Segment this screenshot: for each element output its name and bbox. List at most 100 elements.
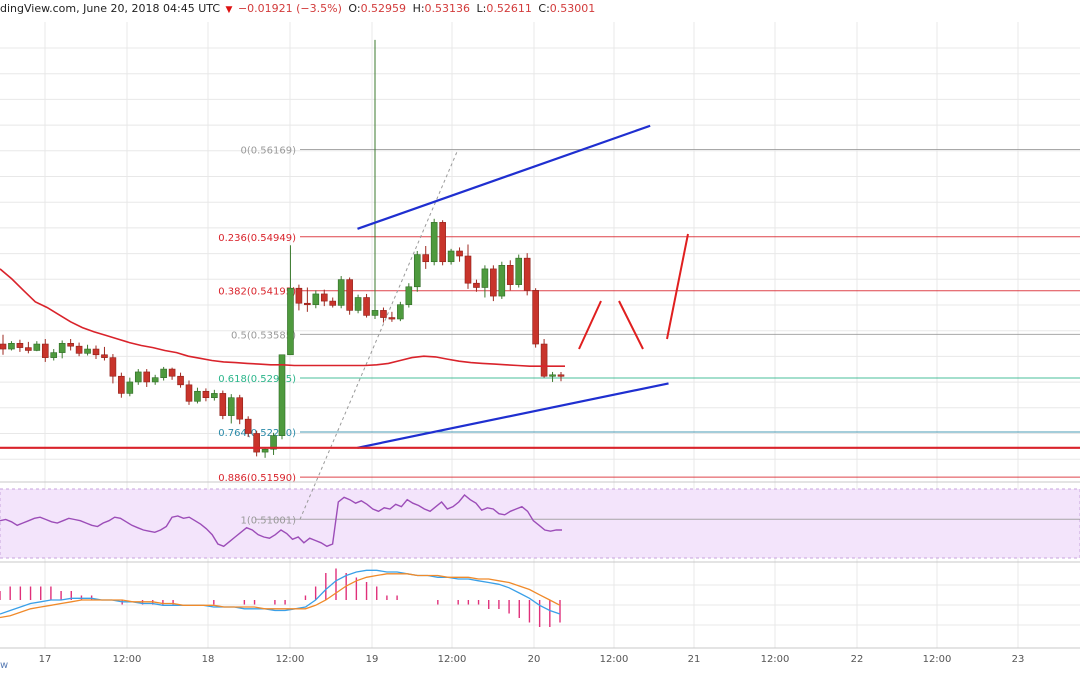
candle-body-38	[320, 293, 328, 302]
candle-63	[532, 288, 539, 348]
signal-line	[0, 573, 561, 619]
candle-33	[278, 354, 286, 440]
candle-body-17	[143, 371, 151, 383]
candle-46	[388, 311, 396, 322]
candle-body-55	[464, 255, 472, 284]
candle-2	[16, 339, 24, 352]
close-value: 0.53001	[549, 2, 596, 15]
candle-59	[498, 261, 506, 299]
candle-body-43	[363, 297, 370, 316]
change-value: −0.01921 (−3.5%)	[237, 2, 342, 15]
candle-17	[143, 369, 151, 387]
candle-39	[329, 297, 337, 308]
candle-body-13	[109, 357, 117, 377]
candle-body-16	[134, 371, 142, 383]
candle-body-54	[456, 250, 463, 257]
candle-body-45	[380, 310, 387, 318]
x-tick-5: 12:00	[438, 654, 467, 665]
candle-13	[109, 354, 117, 384]
candle-61	[515, 254, 523, 288]
candle-body-29	[244, 418, 252, 434]
candle-body-64	[540, 343, 548, 377]
candle-57	[481, 265, 489, 298]
candle-body-39	[329, 300, 337, 306]
x-tick-2: 18	[202, 654, 215, 665]
candle-body-44	[371, 310, 379, 316]
open-label: O:	[348, 2, 361, 15]
candle-29	[244, 416, 252, 438]
candle-28	[236, 394, 244, 425]
candle-body-22	[185, 384, 193, 402]
candle-body-32	[270, 435, 277, 450]
projected-path	[578, 233, 689, 350]
candle-24	[202, 388, 210, 402]
low-label: L:	[476, 2, 487, 15]
candle-7	[58, 340, 66, 359]
close-label: C:	[538, 2, 550, 15]
candle-body-42	[354, 297, 362, 311]
candle-3	[25, 341, 32, 354]
candle-64	[540, 339, 548, 378]
candle-body-34	[287, 287, 294, 356]
candle-body-27	[227, 397, 235, 416]
chart-header: dingView.com, June 20, 2018 04:45 UTC ▼ …	[0, 2, 598, 15]
candle-body-40	[337, 279, 345, 306]
candle-body-66	[557, 374, 565, 377]
candle-56	[473, 279, 480, 292]
candle-body-46	[388, 317, 396, 320]
candle-44	[371, 39, 379, 319]
candle-12	[101, 346, 108, 361]
candle-32	[270, 432, 277, 455]
candle-50	[422, 245, 430, 269]
candle-body-20	[168, 368, 176, 377]
candle-body-0	[0, 343, 7, 350]
candle-body-36	[304, 302, 311, 306]
candle-body-61	[515, 257, 523, 285]
rsi-band	[0, 488, 1080, 559]
candle-body-23	[194, 390, 201, 402]
channel-lower-line[interactable]	[357, 382, 669, 449]
x-tick-1: 12:00	[113, 654, 142, 665]
candle-60	[506, 260, 514, 291]
candle-11	[92, 345, 100, 360]
candle-30	[253, 430, 260, 457]
candle-21	[177, 372, 184, 388]
candle-1	[8, 341, 15, 351]
candle-35	[295, 284, 303, 311]
fib-label-7: 1(0.51001)	[240, 515, 296, 526]
channel-upper-line[interactable]	[357, 124, 651, 230]
candle-54	[456, 247, 463, 262]
candle-body-24	[202, 390, 210, 399]
candle-22	[185, 380, 193, 405]
candle-53	[447, 248, 455, 265]
candle-body-18	[151, 377, 159, 383]
candle-body-3	[25, 347, 32, 351]
candle-body-11	[92, 348, 100, 356]
candle-49	[413, 251, 421, 292]
candle-body-2	[16, 343, 24, 348]
candle-body-60	[506, 265, 514, 285]
fib-label-1: 0.236(0.54949)	[218, 233, 296, 244]
candle-body-33	[278, 354, 286, 436]
fib-label-3: 0.5(0.53585)	[231, 330, 296, 341]
candle-16	[134, 369, 142, 385]
macd-histogram	[0, 568, 561, 627]
candle-20	[168, 367, 176, 380]
candle-body-28	[236, 397, 244, 420]
candle-body-50	[422, 254, 430, 263]
candle-26	[219, 390, 227, 420]
candle-body-7	[58, 343, 66, 353]
candle-body-48	[405, 286, 413, 305]
candle-body-47	[397, 304, 404, 320]
candle-4	[33, 341, 41, 352]
candle-34	[287, 245, 294, 356]
candle-48	[405, 283, 413, 308]
fibonacci-trend-line	[299, 149, 459, 520]
candle-37	[312, 290, 320, 309]
candle-body-52	[439, 222, 446, 263]
candle-31	[261, 447, 269, 458]
candle-body-25	[211, 393, 218, 399]
candle-body-15	[126, 381, 134, 394]
macd-line	[0, 569, 561, 615]
